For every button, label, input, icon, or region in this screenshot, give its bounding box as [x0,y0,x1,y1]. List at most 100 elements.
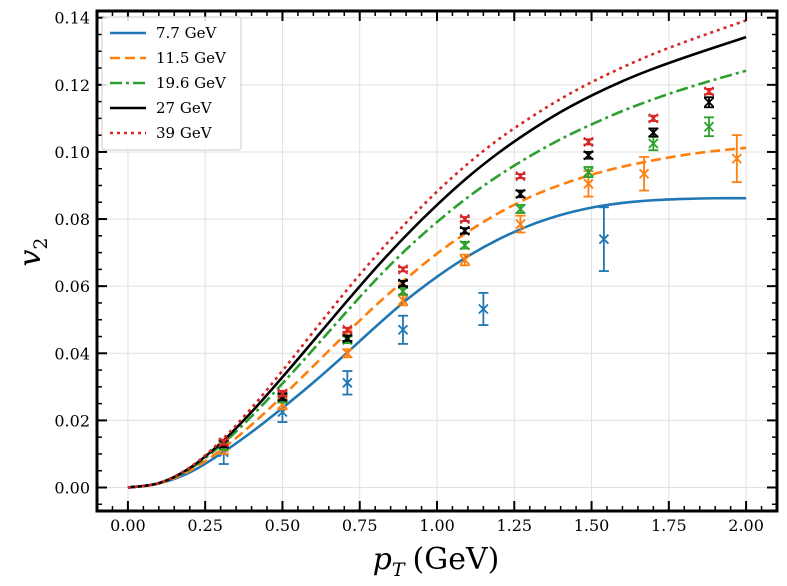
point-marker [583,178,594,189]
data-point [648,113,659,124]
legend-label: 7.7 GeV [156,24,217,42]
data-point [731,134,742,184]
point-marker [703,97,715,108]
data-point [397,314,409,345]
data-point [342,348,353,359]
data-point [397,264,409,275]
y-tick-label: 0.08 [54,210,90,229]
x-axis-label: pT (GeV) [373,542,500,581]
x-axis-unit: (GeV) [413,542,500,577]
point-marker [648,138,659,149]
x-tick-label: 0.25 [187,516,223,535]
point-marker [397,264,409,275]
curve-27-gev [127,35,747,489]
point-marker [397,278,409,289]
point-marker [515,203,526,215]
y-tick-label: 0.14 [54,9,90,28]
point-marker [342,377,353,388]
legend-label: 11.5 GeV [156,49,227,67]
point-marker [731,153,742,164]
data-point [515,188,526,200]
curve-19-6-gev [127,69,747,489]
point-marker [342,333,353,344]
y-axis-label: v2 [13,237,52,266]
data-points [218,86,742,465]
point-marker [459,225,470,236]
point-marker [459,213,470,225]
axis-ticks [97,11,777,511]
point-marker [515,170,526,182]
data-point [459,253,470,267]
point-marker [638,168,650,179]
data-point [218,437,229,448]
data-point [703,96,715,109]
point-marker [515,218,526,230]
data-point [583,166,594,179]
point-marker [218,437,229,448]
data-point [648,135,659,152]
points-7-7-gev [218,206,610,465]
points-27-gev [218,96,715,450]
point-marker [515,188,526,200]
points-39-gev [218,86,715,448]
point-marker [598,234,610,245]
point-marker [459,254,470,266]
point-marker [478,303,489,315]
x-tick-label: 2.00 [728,516,764,535]
point-marker [648,127,659,138]
data-point [515,170,526,182]
x-tick-label: 0.00 [110,516,146,535]
data-point [703,116,715,138]
x-tick-label: 1.00 [419,516,455,535]
legend-box [101,16,242,151]
data-point [397,278,409,289]
x-tick-label: 0.50 [265,516,301,535]
data-point [583,136,594,148]
data-point [277,388,288,399]
curve-39-gev [127,19,747,489]
data-point [342,324,353,335]
legend-label: 19.6 GeV [156,74,227,92]
y-tick-label: 0.04 [54,344,90,363]
point-marker [342,324,353,335]
data-point [459,240,470,251]
y-tick-label: 0.12 [54,76,90,95]
curve-7-7-gev [127,196,747,489]
x-tick-label: 0.75 [342,516,378,535]
data-point [459,213,470,225]
data-point [342,370,353,396]
data-point [478,291,489,326]
y-tick-label: 0.06 [54,277,90,296]
point-marker [342,348,353,359]
data-point [638,156,650,192]
point-marker [583,166,594,178]
data-point [342,333,353,344]
point-marker [703,86,715,97]
point-marker [583,150,594,161]
data-point [703,86,715,97]
point-marker [397,295,409,306]
data-point [515,203,526,215]
point-marker [583,136,594,148]
point-marker [703,121,715,132]
point-marker [397,286,409,297]
data-point [648,127,659,138]
y-tick-label: 0.02 [54,411,90,430]
legend-label: 27 GeV [156,99,213,117]
point-marker [277,388,288,399]
y-axis-sub: 2 [30,237,52,249]
points-11-5-gev [218,134,742,455]
point-marker [397,324,409,335]
data-point [515,214,526,234]
y-tick-label: 0.10 [54,143,90,162]
x-tick-label: 1.25 [496,516,532,535]
data-point [459,225,470,236]
legend: 7.7 GeV 11.5 GeV 19.6 GeV 27 GeV 39 GeV [101,16,242,151]
point-marker [648,113,659,124]
x-axis-var: p [373,542,392,577]
data-point [598,206,610,272]
y-tick-label: 0.00 [54,479,90,498]
tick-labels: 0.00 0.25 0.50 0.75 1.00 1.25 1.50 1.75 2.00 0.00… [54,9,764,535]
x-axis-sub: T [392,559,406,581]
